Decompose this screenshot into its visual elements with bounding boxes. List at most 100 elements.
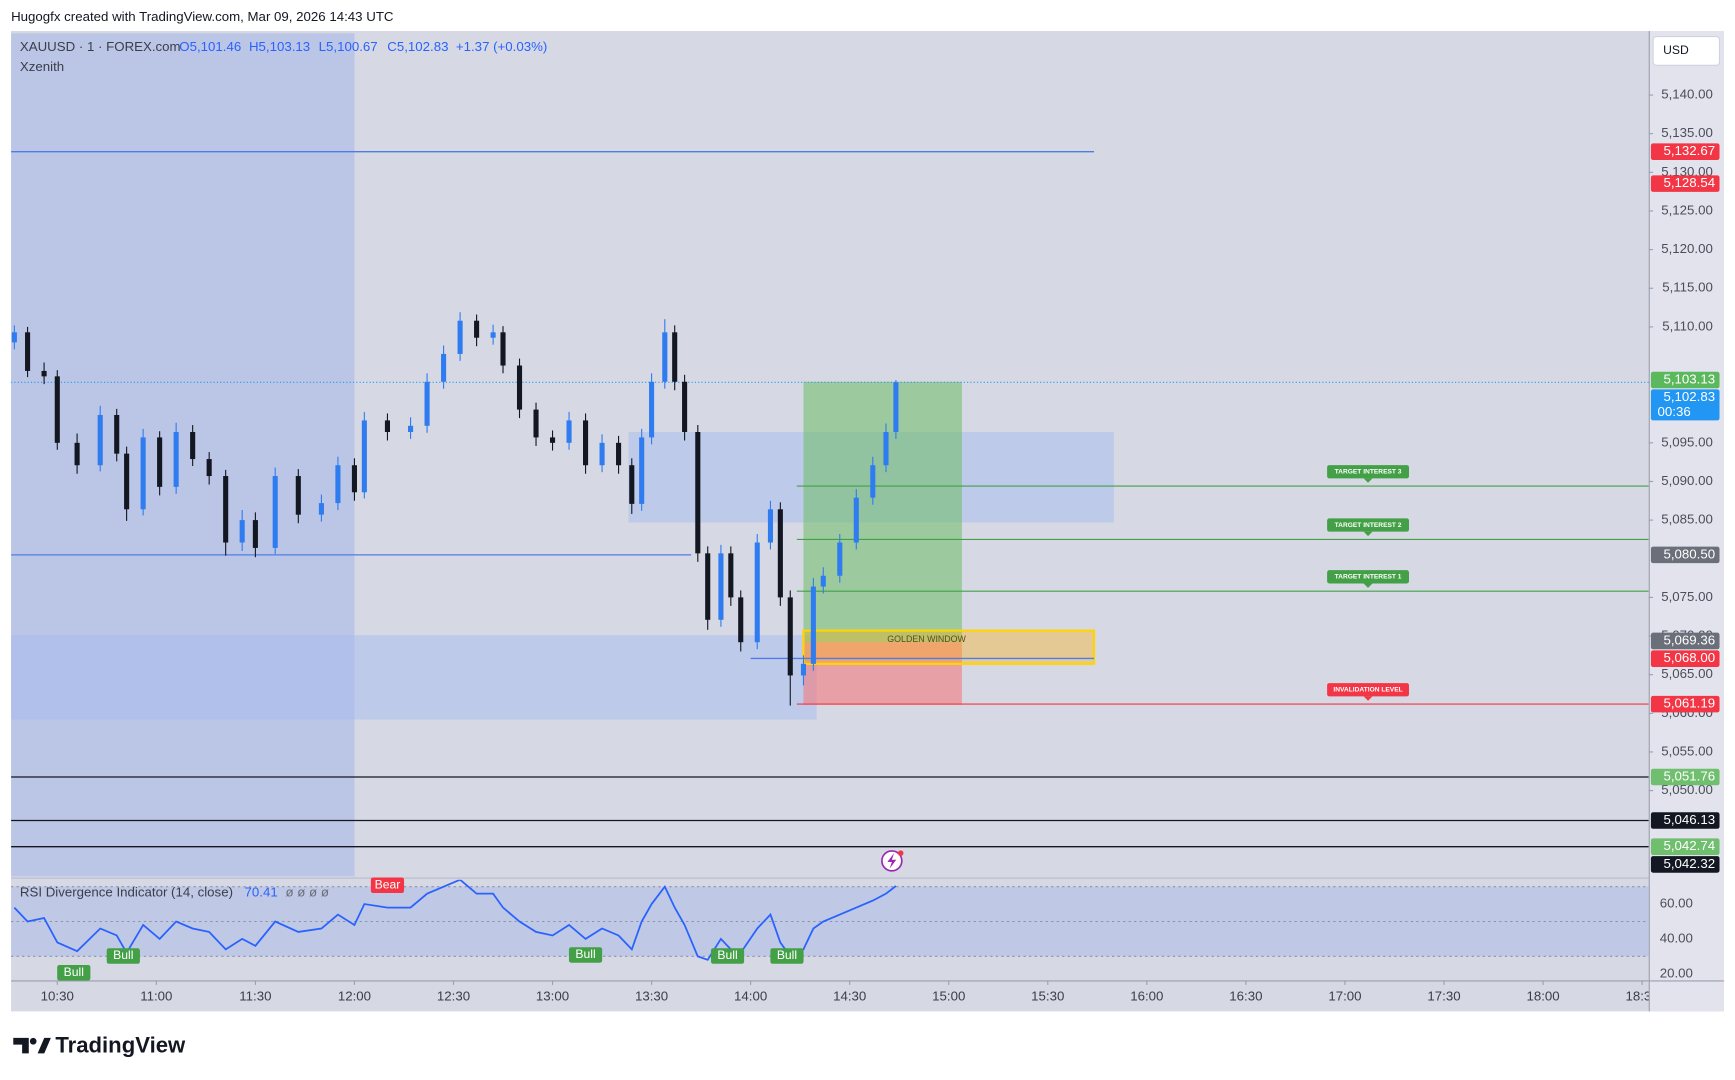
candle-body — [206, 459, 212, 477]
candle-body — [695, 432, 701, 554]
candle-body — [870, 465, 876, 498]
x-tick-label: 13:00 — [536, 988, 569, 1003]
y-tick-label: 5,090.00 — [1661, 473, 1713, 488]
x-tick-label: 14:30 — [833, 988, 866, 1003]
y-tick-label: 5,050.00 — [1661, 782, 1713, 797]
x-tick-label: 11:00 — [140, 988, 172, 1003]
price-badge-label: 5,080.50 — [1663, 546, 1715, 561]
x-tick-label: 15:00 — [932, 988, 965, 1003]
x-tick-label: 13:30 — [635, 988, 668, 1003]
candle-body — [566, 420, 572, 443]
candle-body — [424, 381, 430, 426]
target-label: TARGET INTEREST 2 — [1335, 522, 1402, 529]
candle-body — [25, 332, 31, 371]
alert-bolt[interactable] — [887, 853, 897, 869]
candle-body — [490, 332, 496, 338]
y-tick-label: 5,125.00 — [1661, 202, 1713, 217]
price-badge-label: 5,042.32 — [1663, 856, 1715, 871]
y-tick-label: 5,135.00 — [1661, 125, 1713, 140]
candle-body — [728, 553, 734, 598]
y-tick-label: 5,085.00 — [1661, 512, 1713, 527]
price-badge — [1650, 695, 1720, 713]
candle-body — [457, 320, 463, 354]
price-badge-label: 5,051.76 — [1663, 768, 1715, 783]
x-tick-label: 14:00 — [734, 988, 767, 1003]
rsi-placeholders: ø ø ø ø — [285, 884, 328, 899]
target-label: INVALIDATION LEVEL — [1333, 686, 1402, 693]
candle-body — [335, 465, 341, 504]
price-badge-label: 5,128.54 — [1663, 175, 1715, 190]
logo-dot — [29, 1037, 37, 1045]
y-tick-label: 5,065.00 — [1661, 666, 1713, 681]
brand-logo: TradingView — [13, 1033, 186, 1058]
zone — [11, 635, 817, 720]
target-pointer — [1363, 696, 1373, 701]
currency[interactable]: USD — [1663, 43, 1689, 57]
candle-body — [54, 376, 60, 443]
price-badge-label: 5,132.67 — [1663, 143, 1715, 158]
symbol: XAUUSD · 1 · FOREX.com — [20, 39, 181, 54]
price-badge — [1650, 143, 1720, 160]
target-badge — [1327, 518, 1409, 532]
candle-body — [853, 497, 859, 543]
x-tick-label: 12:00 — [338, 988, 371, 1003]
logo-shape — [37, 1037, 51, 1054]
rsi-tick-label: 60.00 — [1660, 896, 1693, 911]
ohlc-high: H5,103.13 — [249, 39, 310, 54]
signal-label: Bull — [575, 947, 595, 961]
y-tick-label: 5,095.00 — [1661, 434, 1713, 449]
candle-body — [533, 409, 539, 438]
x-tick-label: 12:30 — [437, 988, 470, 1003]
price-badge — [1650, 812, 1720, 829]
alert-dot[interactable] — [897, 850, 904, 856]
alert-icon[interactable] — [881, 850, 904, 872]
candle-body — [777, 509, 783, 598]
candle-body — [837, 542, 843, 576]
price-badge — [1650, 371, 1720, 389]
candle-body — [140, 437, 146, 510]
x-tick-label: 17:00 — [1328, 988, 1361, 1003]
price-badge — [1650, 856, 1720, 873]
price-badge-label: 5,069.36 — [1663, 632, 1715, 647]
candle-body — [738, 597, 744, 643]
candle-body — [318, 503, 324, 515]
currency-button[interactable] — [1652, 35, 1721, 66]
ohlc-close: C5,102.83 — [387, 39, 448, 54]
candle-body — [599, 442, 605, 466]
signal-badge — [568, 947, 603, 963]
price-badge — [1650, 650, 1720, 667]
price-badge — [1650, 389, 1720, 421]
y-tick-label: 5,140.00 — [1661, 87, 1713, 102]
candle-body — [616, 442, 622, 466]
x-tick-label: 18:00 — [1526, 988, 1559, 1003]
candle-body — [718, 553, 724, 620]
price-badge-label: 5,103.13 — [1663, 371, 1715, 386]
target-badge — [1327, 465, 1409, 479]
signal-badge — [710, 948, 745, 964]
signal-label: Bull — [64, 965, 84, 979]
candle-body — [629, 465, 635, 504]
y-tick-label: 5,120.00 — [1661, 241, 1713, 256]
candle-body — [754, 542, 760, 643]
candle-body — [272, 476, 278, 548]
price-badge-label: 5,042.74 — [1663, 838, 1715, 853]
price-countdown: 00:36 — [1658, 404, 1691, 419]
rsi-tick-label: 20.00 — [1660, 965, 1693, 980]
indicator-name: Xzenith — [20, 59, 64, 74]
candle-body — [351, 465, 357, 493]
target-badge — [1327, 683, 1409, 697]
target-pointer — [1363, 583, 1373, 588]
candle-body — [252, 520, 258, 548]
candle-body — [893, 382, 899, 433]
price-badge — [1650, 175, 1720, 192]
candle-body — [124, 453, 130, 510]
price-badge-label: 5,061.19 — [1663, 696, 1715, 711]
signal-badge — [57, 964, 91, 981]
y-tick-label: 5,075.00 — [1661, 589, 1713, 604]
signal-label: Bull — [113, 948, 133, 962]
target-pointer — [1363, 478, 1373, 483]
candle-body — [672, 332, 678, 382]
x-tick-label: 15:30 — [1031, 988, 1064, 1003]
ohlc-open: O5,101.46 — [179, 39, 241, 54]
price-badge — [1650, 632, 1720, 650]
